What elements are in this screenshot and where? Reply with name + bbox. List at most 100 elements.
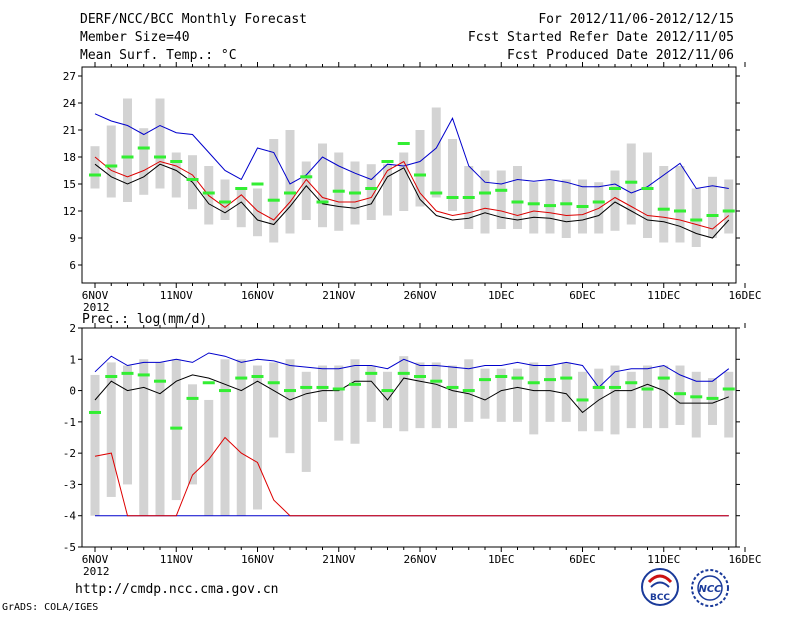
x-tick-label: 16NOV <box>241 289 274 302</box>
precip-title: Prec.: log(mm/d) <box>82 312 207 327</box>
ensemble-bar <box>220 179 230 220</box>
ensemble-bar <box>171 152 181 198</box>
ensemble-bar <box>253 365 262 510</box>
x-tick-label: 21NOV <box>322 553 355 566</box>
ensemble-bar <box>366 365 376 422</box>
ensemble-bar <box>139 359 149 516</box>
ensemble-bar <box>659 166 669 243</box>
bcc-logo: BCC <box>641 568 679 606</box>
y-tick-label: -5 <box>63 541 76 554</box>
ensemble-bar <box>480 170 490 234</box>
ensemble-bar <box>318 143 327 228</box>
ensemble-bar <box>496 368 506 422</box>
y-tick-label: -2 <box>63 447 76 460</box>
ensemble-bar <box>708 176 717 238</box>
variable-label: Mean Surf. Temp.: °C <box>80 48 237 63</box>
x-tick-label: 26NOV <box>403 289 436 302</box>
ensemble-bar <box>350 359 360 444</box>
median-line <box>94 374 729 414</box>
ensemble-bar <box>155 98 165 189</box>
plot-frame <box>81 66 737 284</box>
y-tick-label: 21 <box>63 124 76 137</box>
ensemble-bar <box>496 170 506 229</box>
y-tick-label: 2 <box>69 322 76 335</box>
ensemble-bar <box>480 368 490 419</box>
x-year-label: 2012 <box>83 301 110 314</box>
outer-upper-line <box>94 352 730 389</box>
ensemble-bar <box>269 139 279 243</box>
ensemble-bar <box>123 365 132 485</box>
y-tick-label: 15 <box>63 178 76 191</box>
ensemble-bar <box>318 365 327 422</box>
lower-spike-line <box>94 436 729 517</box>
x-tick-label: 21NOV <box>322 289 355 302</box>
ensemble-bar <box>90 374 100 516</box>
ensemble-bar <box>545 365 555 422</box>
y-tick-label: 0 <box>69 385 76 398</box>
x-year-label: 2012 <box>83 565 110 578</box>
ensemble-bar <box>578 371 587 432</box>
x-tick-label: 16DEC <box>728 553 761 566</box>
ensemble-bar <box>643 365 652 429</box>
y-tick-label: 18 <box>63 151 76 164</box>
x-tick-label: 26NOV <box>403 553 436 566</box>
ensemble-bar <box>691 188 701 247</box>
y-tick-label: -3 <box>63 478 76 491</box>
ensemble-bar <box>301 161 311 220</box>
ensemble-bar <box>691 371 701 438</box>
ensemble-bar <box>285 359 295 454</box>
ensemble-bar <box>236 188 246 228</box>
y-tick-label: 6 <box>69 259 76 272</box>
ensemble-bar <box>415 130 425 207</box>
ensemble-bar <box>106 362 116 497</box>
ensemble-bar <box>561 362 571 422</box>
x-tick-label: 11NOV <box>160 289 193 302</box>
x-tick-label: 6NOV <box>82 289 109 302</box>
ensemble-bar <box>123 98 132 202</box>
x-tick-label: 1DEC <box>488 289 515 302</box>
ensemble-bar <box>253 188 262 237</box>
ensemble-bar <box>610 365 620 435</box>
x-tick-label: 1DEC <box>488 553 515 566</box>
footer-url[interactable]: http://cmdp.ncc.cma.gov.cn <box>75 582 279 597</box>
ensemble-bar <box>204 399 214 516</box>
ensemble-bar <box>236 359 246 516</box>
y-tick-label: 27 <box>63 70 76 83</box>
ensemble-bar <box>431 107 441 198</box>
ensemble-bar <box>610 170 620 231</box>
member-size-label: Member Size=40 <box>80 30 190 45</box>
ensemble-bar <box>415 362 425 429</box>
ensemble-bar <box>513 166 522 229</box>
ensemble-bar <box>675 166 685 243</box>
inner-upper-line <box>94 156 730 230</box>
y-tick-label: -1 <box>63 416 76 429</box>
ensemble-bar <box>708 378 717 425</box>
outer-upper-line <box>94 113 729 194</box>
x-tick-label: 11DEC <box>647 553 680 566</box>
x-tick-label: 11DEC <box>647 289 680 302</box>
ensemble-bar <box>383 164 392 216</box>
ensemble-bar <box>90 146 100 189</box>
ensemble-bar <box>448 139 457 211</box>
ensemble-bar <box>626 143 636 225</box>
ensemble-bar <box>301 371 311 472</box>
ensemble-bar <box>106 125 116 198</box>
ensemble-bar <box>659 365 669 429</box>
y-tick-label: 9 <box>69 232 76 245</box>
x-tick-label: 16NOV <box>241 553 274 566</box>
bcc-logo-text: BCC <box>650 593 670 603</box>
x-tick-label: 16DEC <box>728 289 761 302</box>
ensemble-bar <box>626 371 636 429</box>
ensemble-bar <box>724 371 734 438</box>
ensemble-bar <box>171 359 181 501</box>
y-tick-label: -4 <box>63 510 77 523</box>
plot-frame <box>81 327 737 548</box>
ensemble-bar <box>561 179 571 238</box>
ensemble-bar <box>399 152 409 211</box>
x-tick-label: 11NOV <box>160 553 193 566</box>
forecast-period: For 2012/11/06-2012/12/15 <box>538 12 734 27</box>
temperature-panel: 6 9 12 15 18 21 24 27 6NOV 11NOV 16NOV 21NOV 26NOV 1D… <box>63 62 762 314</box>
ensemble-bar <box>529 182 539 234</box>
ensemble-bar <box>513 368 522 422</box>
